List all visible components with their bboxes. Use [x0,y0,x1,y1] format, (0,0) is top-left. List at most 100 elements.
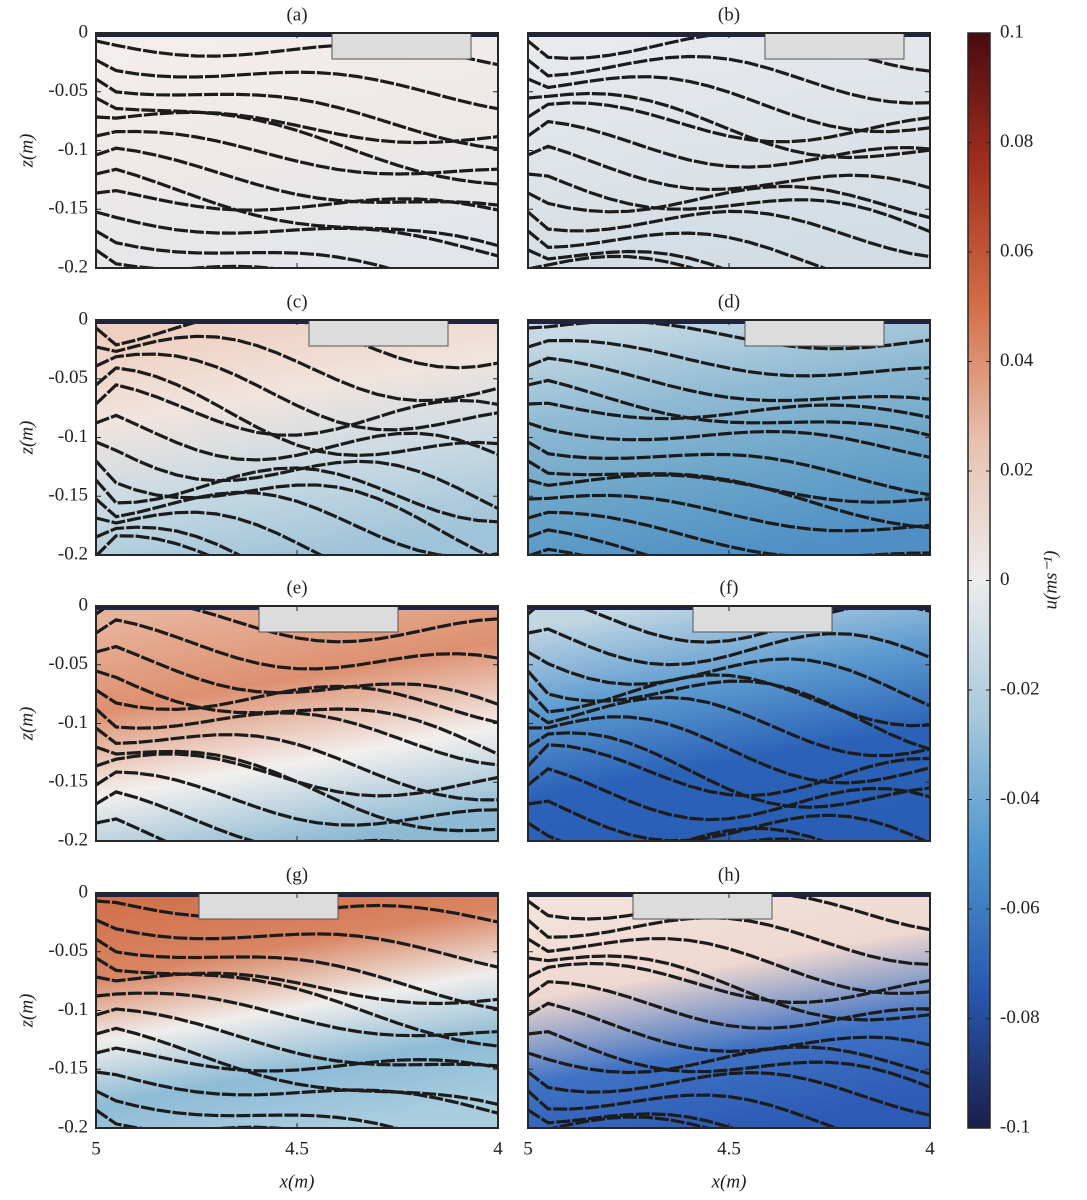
streamline [528,91,930,160]
x-axis-label: x(m) [279,1171,315,1192]
streamline [528,1029,930,1089]
streamline [528,961,930,1005]
panel-title: (g) [286,864,308,885]
y-tick-label: -0.2 [58,1116,88,1137]
streamline [528,627,930,667]
y-axis-label: z(m) [16,421,37,456]
streamline [528,209,930,259]
streamline [96,383,498,437]
streamline [528,937,930,995]
streamline [96,229,394,268]
obstacle [632,892,773,920]
streamline [528,767,930,822]
streamline [96,510,325,555]
streamline [528,248,727,268]
y-tick-label: 0 [79,308,89,329]
streamline [528,229,829,268]
streamline [96,726,498,802]
streamline [528,338,930,378]
streamline [96,770,498,827]
streamline [528,1115,713,1128]
velocity-field [528,320,930,555]
streamline [96,644,498,706]
colorbar-tick-label: -0.04 [1000,788,1040,809]
y-tick-label: -0.05 [48,367,88,388]
streamline [96,466,498,524]
streamline [528,650,930,708]
y-axis-label: z(m) [16,994,37,1029]
streamline [96,918,498,969]
streamline [96,991,498,1038]
streamline [96,534,498,555]
colorbar-tick-label: -0.1 [1000,1116,1030,1137]
streamline [528,54,930,105]
y-tick-label: 0 [79,21,89,42]
velocity-field [96,893,498,1128]
y-tick-label: -0.15 [48,1058,88,1079]
y-tick-label: -0.1 [58,426,88,447]
streamline [528,1108,737,1128]
y-tick-label: 0 [79,881,89,902]
streamline [96,334,498,403]
streamline [96,129,498,176]
streamline [528,1001,930,1054]
streamline [528,695,930,758]
streamline [96,146,498,207]
y-axis-label: z(m) [16,707,37,742]
streamline [96,1089,402,1128]
streamline [528,101,930,144]
x-tick-label: 4.5 [717,1138,741,1159]
velocity-field [528,893,930,1128]
colorbar-tick-label: 0.04 [1000,350,1034,371]
streamline [96,790,458,841]
streamlines [96,606,498,841]
streamline [528,1089,841,1128]
y-tick-label: 0 [79,594,89,615]
y-tick-label: -0.1 [58,712,88,733]
streamline [96,707,498,767]
colorbar-tick-label: 0.06 [1000,240,1033,261]
streamline [528,528,653,555]
colorbar-label: u(ms⁻¹) [1040,551,1061,610]
x-tick-label: 4 [925,1138,935,1159]
streamline [528,980,930,1030]
streamline [96,937,498,1011]
y-tick-label: -0.1 [58,139,88,160]
streamlines [96,899,498,1128]
streamline [96,413,498,462]
streamline [528,119,930,169]
streamline [96,58,498,111]
y-tick-label: -0.15 [48,771,88,792]
streamline [96,210,498,258]
streamline [96,525,243,555]
streamline [96,956,498,1048]
obstacle [764,32,905,60]
streamline [96,167,498,248]
y-tick-label: -0.2 [58,829,88,850]
velocity-field [96,33,498,268]
streamlines [528,893,930,1128]
streamline [528,510,930,555]
x-axis-label: x(m) [711,1171,747,1192]
colorbar-tick-label: 0.08 [1000,131,1033,152]
streamline [528,440,930,497]
colorbar-tick-label: -0.02 [1000,678,1040,699]
streamline [528,254,698,268]
streamlines [528,33,930,268]
streamline [96,77,498,151]
panel-title: (h) [718,864,740,885]
streamline [528,731,930,809]
panel-title: (f) [720,577,739,598]
streamline [96,490,498,555]
streamlines [528,320,930,555]
obstacle [692,605,833,633]
streamline [528,669,930,751]
y-tick-label: -0.15 [48,485,88,506]
streamline [528,378,930,437]
streamline [96,352,498,432]
panel-title: (c) [286,291,307,312]
streamline [96,1070,498,1115]
streamline [529,826,828,841]
streamline [528,172,930,234]
